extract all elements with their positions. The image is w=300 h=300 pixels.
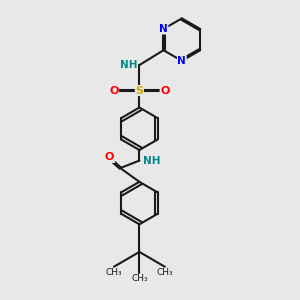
Text: N: N: [178, 56, 186, 66]
Text: NH: NH: [120, 60, 137, 70]
Text: CH₃: CH₃: [131, 274, 148, 283]
Text: N: N: [159, 24, 168, 34]
Text: S: S: [135, 85, 143, 96]
Text: CH₃: CH₃: [106, 268, 122, 277]
Text: O: O: [160, 85, 170, 96]
Text: O: O: [105, 152, 114, 162]
Text: CH₃: CH₃: [157, 268, 173, 277]
Text: NH: NH: [142, 156, 160, 166]
Text: O: O: [109, 85, 119, 96]
